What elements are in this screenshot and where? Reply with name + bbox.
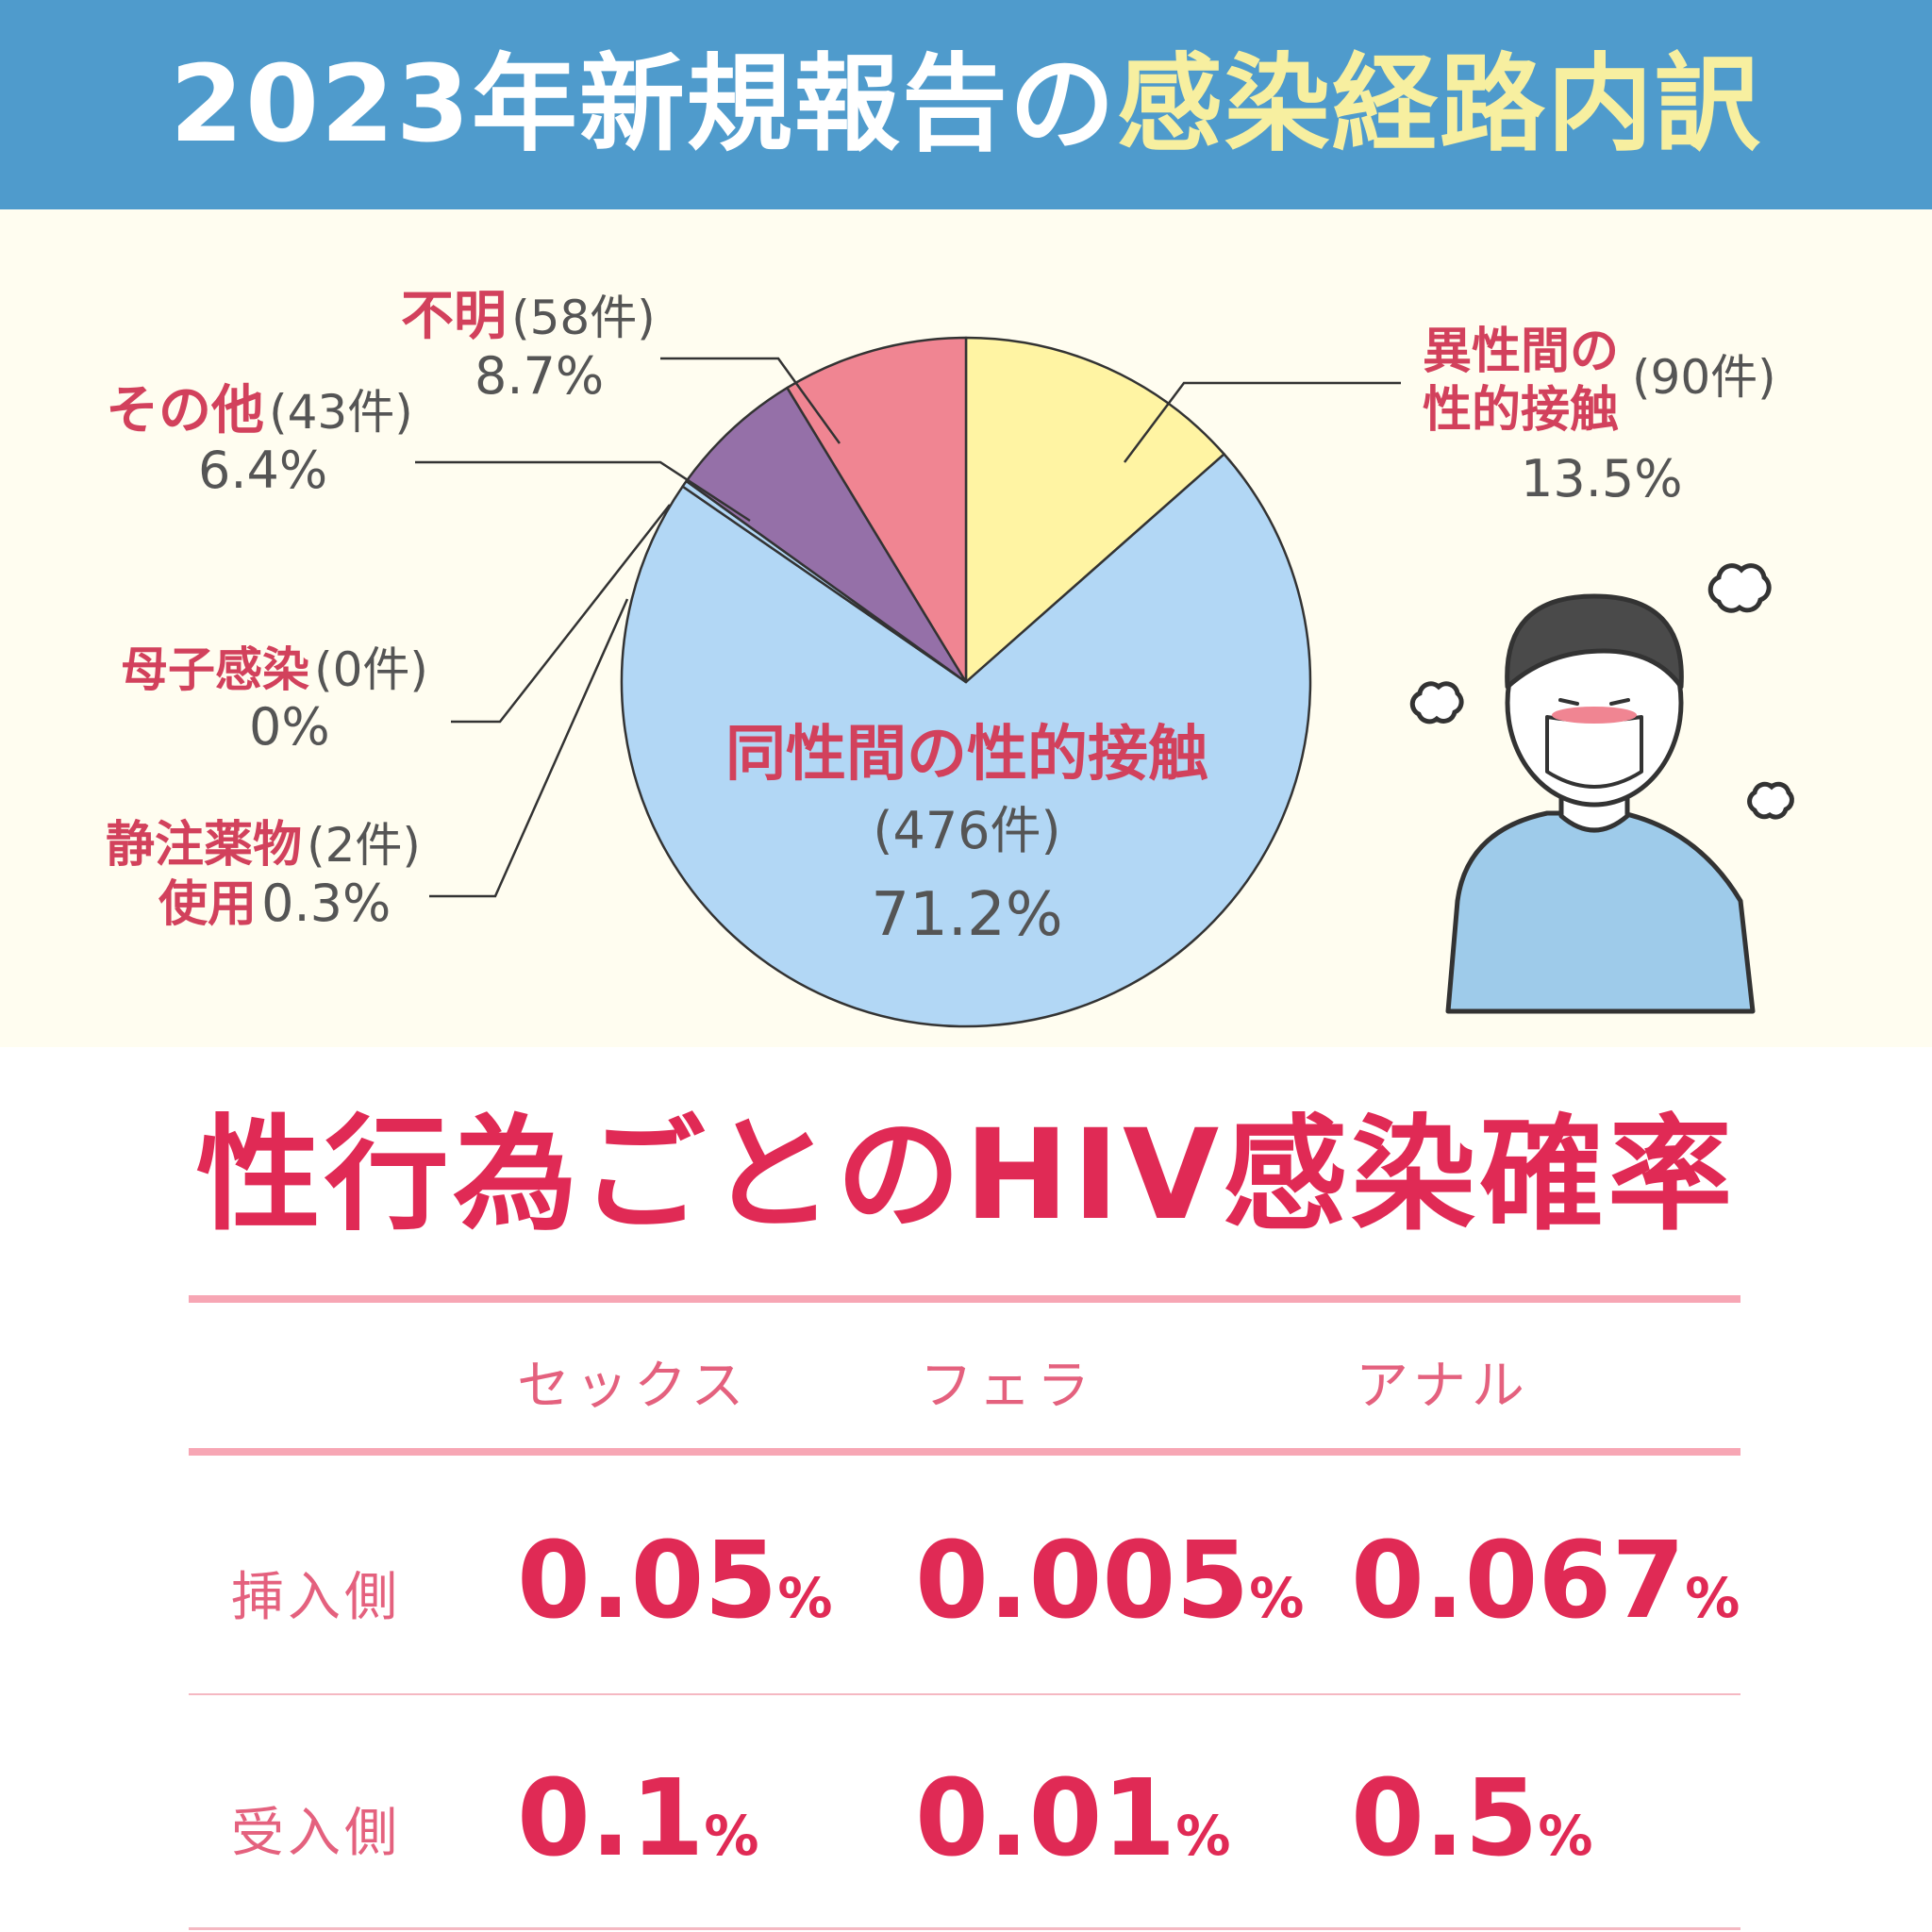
label-other-category: その他	[106, 380, 264, 441]
value-insertive-oral-number: 0.005	[915, 1520, 1250, 1642]
leader-line-heterosexual	[1124, 381, 1401, 463]
leader-line-mother-child	[451, 504, 671, 724]
label-unknown-category: 不明	[401, 286, 507, 347]
value-insertive-oral-unit: %	[1249, 1566, 1305, 1630]
table-rule-middle	[189, 1693, 1740, 1695]
table-rule-header	[189, 1448, 1740, 1456]
label-drug: 静注薬物 (2件) 使用 0.3%	[106, 817, 421, 934]
label-mother-child-category: 母子感染	[121, 642, 309, 697]
label-drug-category-line1: 静注薬物	[106, 817, 303, 874]
value-insertive-anal-unit: %	[1685, 1566, 1740, 1630]
label-homosexual: 同性間の性的接触 (476件) 71.2%	[684, 719, 1250, 951]
label-homosexual-count: (476件)	[873, 800, 1061, 860]
col-head-anal: アナル	[1356, 1356, 1530, 1417]
label-heterosexual: 異性間の 性的接触 (90件) 13.5%	[1423, 323, 1776, 508]
value-receptive-anal: 0.5%	[1351, 1766, 1593, 1872]
label-unknown-count: (58件)	[511, 291, 656, 345]
sick-person-illustration	[1445, 593, 1756, 1014]
value-receptive-sex-unit: %	[704, 1804, 759, 1868]
pie-slice-4	[685, 386, 968, 684]
label-mother-child-count: (0件)	[314, 642, 428, 697]
label-homosexual-pct: 71.2%	[871, 879, 1063, 950]
col-head-sex: セックス	[517, 1356, 750, 1417]
row-head-insertive: 挿入側	[231, 1567, 401, 1628]
label-heterosexual-count: (90件)	[1632, 350, 1776, 405]
cough-cloud-icons	[1409, 563, 1794, 820]
value-receptive-sex: 0.1%	[517, 1766, 759, 1872]
value-receptive-oral-number: 0.01	[915, 1757, 1176, 1880]
page-title: 2023年新規報告の感染経路内訳	[170, 52, 1762, 158]
label-mother-child: 母子感染 (0件) 0%	[121, 642, 428, 757]
value-insertive-anal-number: 0.067	[1351, 1520, 1686, 1642]
label-other-pct: 6.4%	[198, 441, 328, 501]
label-drug-pct: 0.3%	[261, 873, 391, 933]
value-receptive-oral-unit: %	[1175, 1804, 1231, 1868]
label-drug-category-line2: 使用	[158, 875, 258, 933]
label-other-count: (43件)	[269, 385, 413, 440]
table-rule-bottom	[189, 1927, 1740, 1930]
pie-chart	[415, 336, 1794, 1028]
value-receptive-oral: 0.01%	[915, 1766, 1230, 1872]
label-drug-count: (2件)	[307, 818, 421, 873]
pie-slice-5	[786, 336, 968, 684]
label-mother-child-pct: 0%	[249, 696, 330, 757]
label-heterosexual-pct: 13.5%	[1521, 448, 1683, 508]
row-head-receptive: 受入側	[231, 1803, 401, 1864]
label-heterosexual-category-line1: 異性間の	[1423, 324, 1620, 380]
label-unknown: 不明 (58件) 8.7%	[401, 286, 656, 407]
header-bar: 2023年新規報告の感染経路内訳	[0, 0, 1932, 209]
page-title-part2: 感染経路内訳	[1116, 43, 1762, 166]
label-heterosexual-category-line2: 性的接触	[1423, 382, 1620, 440]
pie-slice-0	[964, 336, 1225, 684]
value-receptive-anal-number: 0.5	[1351, 1757, 1539, 1880]
table-rule-top	[189, 1295, 1740, 1303]
leader-line-unknown	[660, 357, 841, 444]
value-receptive-sex-number: 0.1	[517, 1757, 705, 1880]
value-insertive-oral: 0.005%	[915, 1528, 1304, 1634]
pie-slice-1	[620, 453, 1312, 1028]
value-insertive-anal: 0.067%	[1351, 1528, 1740, 1634]
label-unknown-pct: 8.7%	[475, 346, 605, 407]
risk-section-title: 性行為ごとのHIV感染確率	[195, 1103, 1737, 1248]
label-homosexual-category: 同性間の性的接触	[725, 720, 1208, 790]
label-other: その他 (43件) 6.4%	[106, 380, 413, 501]
value-receptive-anal-unit: %	[1538, 1804, 1593, 1868]
value-insertive-sex: 0.05%	[517, 1528, 832, 1634]
leader-line-drug	[429, 598, 629, 898]
pie-chart-panel: 不明 (58件) 8.7% その他 (43件) 6.4% 母子感染 (0件) 0…	[0, 209, 1932, 1047]
page-title-part1: 2023年新規報告の	[170, 43, 1117, 166]
value-insertive-sex-unit: %	[777, 1566, 833, 1630]
value-insertive-sex-number: 0.05	[517, 1520, 778, 1642]
col-head-oral: フェラ	[920, 1356, 1095, 1417]
leader-line-other	[415, 460, 751, 523]
